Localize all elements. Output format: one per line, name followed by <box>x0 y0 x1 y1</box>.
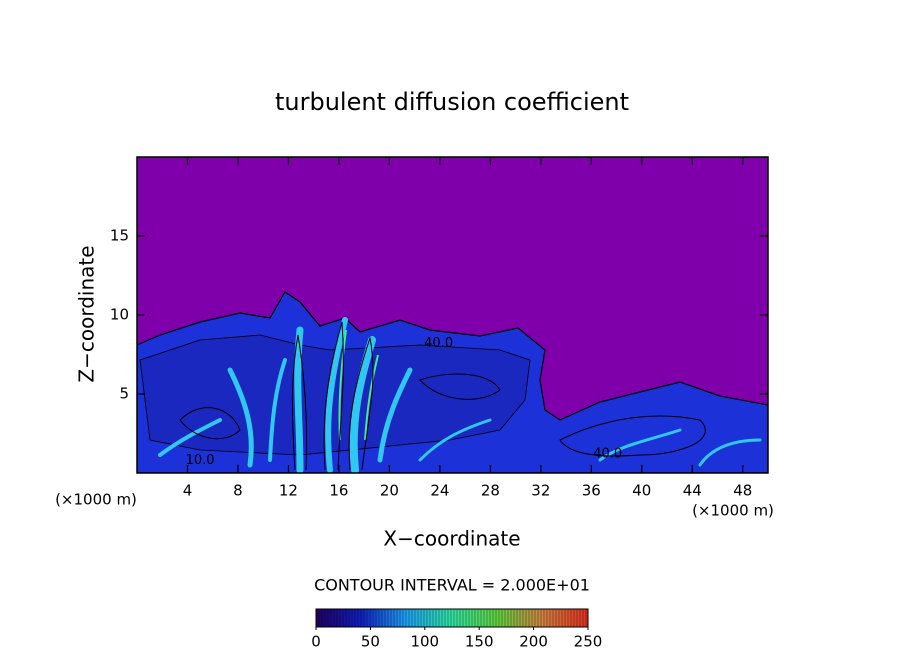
x-tick-label: 44 <box>683 482 702 500</box>
x-tick-label: 40 <box>632 482 651 500</box>
colorbar-stripes <box>318 609 587 627</box>
colorbar-tick-label: 150 <box>465 633 494 651</box>
x-tick-label: 32 <box>531 482 550 500</box>
colorbar-tick-label: 100 <box>410 633 439 651</box>
y-axis-label: Z−coordinate <box>75 245 99 382</box>
x-tick-label: 12 <box>279 482 298 500</box>
chart-title: turbulent diffusion coefficient <box>275 88 629 116</box>
y-tick-label: 15 <box>110 227 129 245</box>
x-tick-label: 20 <box>380 482 399 500</box>
x-tick-label: 4 <box>183 482 193 500</box>
contour-interval: CONTOUR INTERVAL = 2.000E+01 <box>314 576 590 595</box>
x-tick-label: 28 <box>481 482 500 500</box>
contour-label: 40.0 <box>593 447 622 462</box>
x-tick-label: 8 <box>233 482 243 500</box>
contour-label: 10.0 <box>186 453 215 468</box>
colorbar-tick-label: 250 <box>574 633 603 651</box>
x-axis-label: X−coordinate <box>383 527 520 551</box>
x-tick-label: 24 <box>430 482 449 500</box>
y-tick-label: 10 <box>110 306 129 324</box>
x-tick-label: 16 <box>329 482 348 500</box>
x-tick-label: 36 <box>582 482 601 500</box>
y-tick-label: 5 <box>119 385 129 403</box>
x-unit-right: (×1000 m) <box>692 502 774 520</box>
colorbar-frame <box>315 608 589 628</box>
field <box>137 291 768 473</box>
colorbar-tick-label: 200 <box>519 633 548 651</box>
x-tick-label: 48 <box>733 482 752 500</box>
x-unit-left: (×1000 m) <box>55 491 137 509</box>
strong-streaks <box>338 329 379 441</box>
colorbar-tick-label: 50 <box>361 633 380 651</box>
streaks <box>158 317 762 473</box>
contour-lines <box>179 321 706 471</box>
colorbar-tick-label: 0 <box>311 633 321 651</box>
contour-label: 40.0 <box>424 336 453 351</box>
